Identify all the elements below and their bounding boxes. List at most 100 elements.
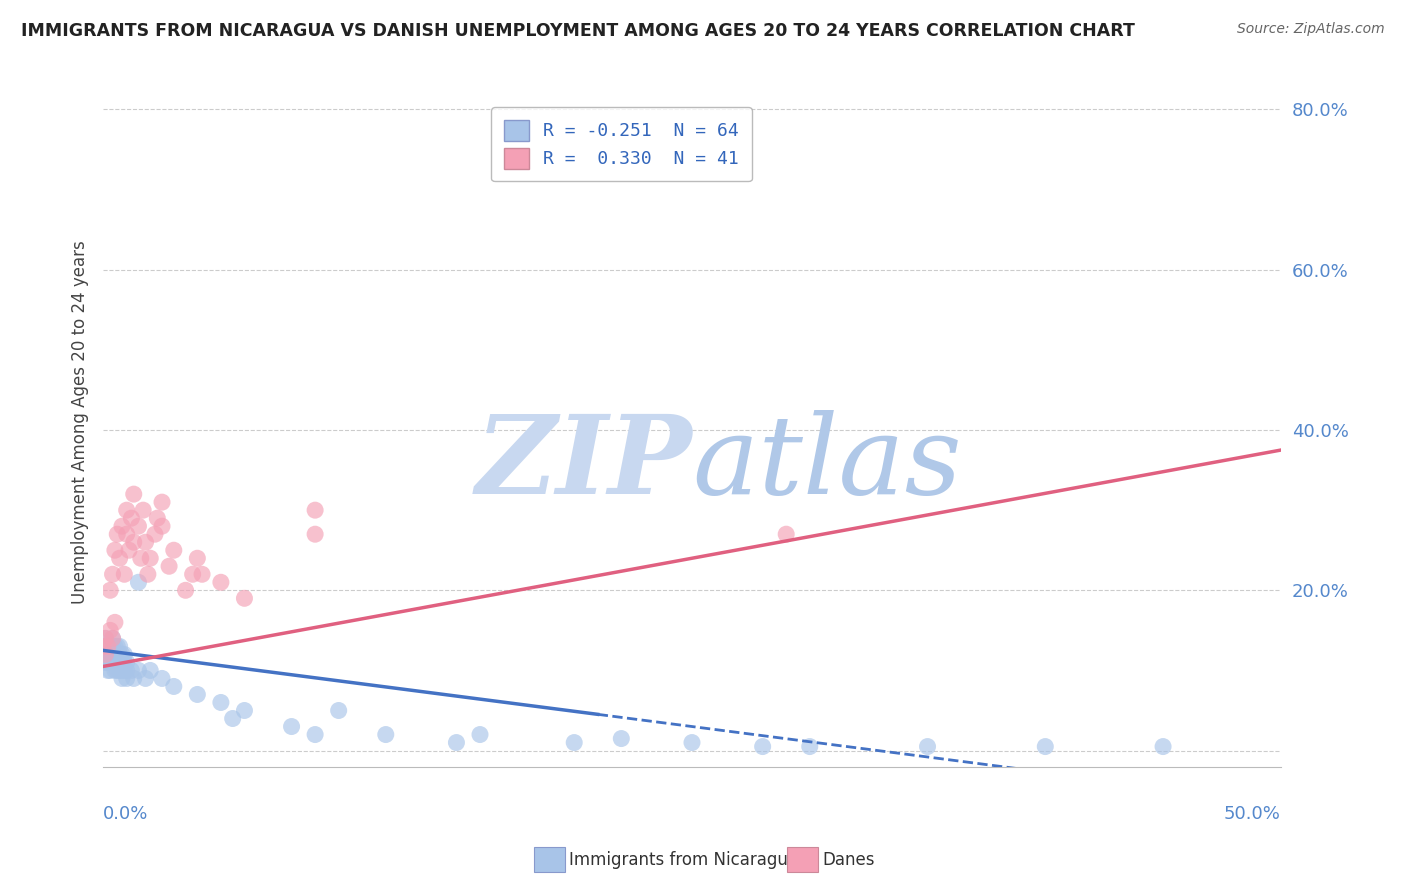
Point	[115, 527, 138, 541]
Point	[118, 543, 141, 558]
Point	[98, 648, 121, 662]
Point	[136, 567, 159, 582]
Point	[163, 543, 186, 558]
Point	[101, 648, 124, 662]
Point	[104, 648, 127, 662]
Point	[108, 648, 131, 662]
Point	[115, 664, 138, 678]
Point	[1152, 739, 1174, 754]
Point	[104, 640, 127, 654]
Text: Danes: Danes	[823, 851, 875, 869]
Point	[112, 648, 135, 662]
Point	[221, 712, 243, 726]
Point	[304, 727, 326, 741]
Point	[115, 672, 138, 686]
Point	[122, 487, 145, 501]
Point	[97, 640, 120, 654]
Point	[101, 640, 124, 654]
Point	[150, 519, 173, 533]
Point	[163, 680, 186, 694]
Point	[122, 535, 145, 549]
Point	[150, 495, 173, 509]
Point	[610, 731, 633, 746]
Text: ZIP: ZIP	[475, 409, 692, 517]
Point	[111, 519, 134, 533]
Point	[94, 632, 117, 646]
Point	[97, 648, 120, 662]
Point	[115, 656, 138, 670]
Point	[150, 672, 173, 686]
Point	[112, 567, 135, 582]
Point	[97, 640, 120, 654]
Point	[186, 551, 208, 566]
Point	[97, 656, 120, 670]
Point	[209, 575, 232, 590]
Point	[174, 583, 197, 598]
Point	[101, 567, 124, 582]
Point	[157, 559, 180, 574]
Point	[101, 632, 124, 646]
Point	[191, 567, 214, 582]
Point	[108, 656, 131, 670]
Point	[105, 640, 128, 654]
Point	[304, 503, 326, 517]
Point	[108, 640, 131, 654]
Point	[181, 567, 204, 582]
Text: Source: ZipAtlas.com: Source: ZipAtlas.com	[1237, 22, 1385, 37]
Point	[751, 739, 773, 754]
Point	[135, 672, 157, 686]
Point	[562, 735, 585, 749]
Point	[112, 664, 135, 678]
Y-axis label: Unemployment Among Ages 20 to 24 years: Unemployment Among Ages 20 to 24 years	[72, 240, 89, 604]
Legend: R = -0.251  N = 64, R =  0.330  N = 41: R = -0.251 N = 64, R = 0.330 N = 41	[491, 107, 752, 181]
Point	[105, 656, 128, 670]
Point	[98, 624, 121, 638]
Point	[127, 575, 149, 590]
Point	[120, 664, 142, 678]
Point	[681, 735, 703, 749]
Point	[129, 551, 152, 566]
Point	[105, 648, 128, 662]
Point	[115, 503, 138, 517]
Point	[112, 656, 135, 670]
Point	[209, 696, 232, 710]
Point	[120, 511, 142, 525]
Point	[146, 511, 169, 525]
Point	[105, 664, 128, 678]
Point	[101, 656, 124, 670]
Point	[98, 640, 121, 654]
Point	[105, 527, 128, 541]
Text: 0.0%: 0.0%	[103, 805, 149, 823]
Text: Immigrants from Nicaragua: Immigrants from Nicaragua	[569, 851, 799, 869]
Point	[108, 551, 131, 566]
Point	[98, 656, 121, 670]
Point	[328, 704, 350, 718]
Point	[127, 664, 149, 678]
Point	[108, 664, 131, 678]
Point	[97, 664, 120, 678]
Point	[1033, 739, 1056, 754]
Point	[122, 672, 145, 686]
Point	[104, 664, 127, 678]
Point	[799, 739, 821, 754]
Point	[111, 656, 134, 670]
Point	[132, 503, 155, 517]
Point	[139, 664, 162, 678]
Point	[91, 640, 114, 654]
Point	[186, 688, 208, 702]
Text: IMMIGRANTS FROM NICARAGUA VS DANISH UNEMPLOYMENT AMONG AGES 20 TO 24 YEARS CORRE: IMMIGRANTS FROM NICARAGUA VS DANISH UNEM…	[21, 22, 1135, 40]
Point	[94, 632, 117, 646]
Point	[94, 640, 117, 654]
Point	[104, 543, 127, 558]
Point	[135, 535, 157, 549]
Point	[468, 727, 491, 741]
Text: atlas: atlas	[692, 409, 962, 517]
Point	[104, 615, 127, 630]
Point	[94, 648, 117, 662]
Point	[374, 727, 396, 741]
Point	[233, 704, 256, 718]
Point	[280, 719, 302, 733]
Point	[233, 591, 256, 606]
Point	[127, 519, 149, 533]
Point	[91, 648, 114, 662]
